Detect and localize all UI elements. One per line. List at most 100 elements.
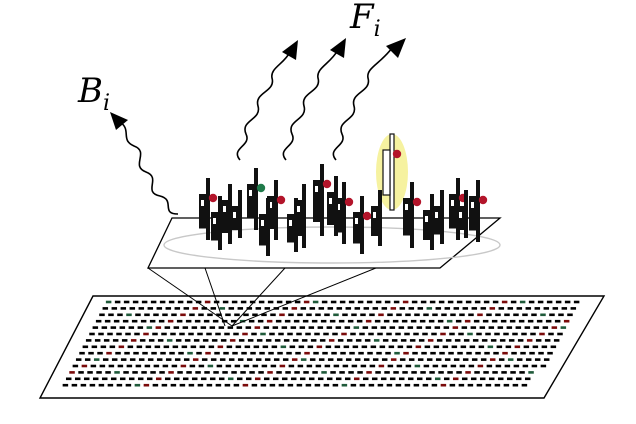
probe-3 — [247, 168, 266, 230]
background-label-main: B — [77, 71, 103, 111]
probe-notch — [261, 220, 264, 226]
red-target-dot — [478, 195, 488, 205]
probe-stalk — [266, 198, 270, 256]
probe-cluster — [199, 133, 488, 256]
probe-notch — [451, 200, 454, 206]
probe-stalk — [238, 190, 242, 238]
probe-body — [221, 200, 228, 233]
probe-notch — [249, 190, 252, 196]
probe-body — [449, 194, 456, 229]
fluorescence-wave-arrow-3 — [332, 47, 393, 161]
probe-body — [211, 212, 218, 241]
probe-stalk — [254, 168, 258, 230]
probe-stalk — [464, 190, 468, 238]
fluorescence-label-main: F — [349, 0, 375, 37]
probe-body — [382, 149, 391, 196]
probe-14 — [211, 196, 222, 250]
probe-stalk — [274, 180, 278, 240]
fluorescence-wave-arrow-1 — [236, 51, 291, 161]
red-target-dot — [322, 179, 332, 189]
probe-notch — [329, 198, 332, 204]
probe-body — [433, 206, 440, 235]
red-target-dot — [392, 149, 402, 159]
probe-notch — [337, 204, 340, 210]
probe-stalk — [378, 190, 382, 246]
probe-stalk — [334, 176, 338, 236]
probe-stalk — [302, 184, 306, 248]
fluorescence-label: Fi — [349, 0, 381, 42]
probe-notch — [315, 186, 318, 192]
spot-grid — [62, 300, 580, 387]
probe-9 — [382, 133, 402, 211]
probe-body — [247, 184, 254, 219]
probe-notch — [435, 212, 438, 218]
probe-1 — [199, 178, 218, 240]
probe-body — [469, 196, 476, 231]
probe-stalk — [206, 178, 210, 240]
probe-notch — [471, 202, 474, 208]
arrow-heads — [110, 38, 406, 130]
probe-stalk — [410, 182, 414, 248]
probe-body — [403, 198, 410, 236]
probe-18 — [327, 176, 338, 236]
probe-body — [295, 200, 302, 236]
zoom-line-left — [147, 267, 233, 327]
probe-13 — [469, 180, 488, 242]
probe-body — [313, 180, 320, 222]
plate-ellipse — [163, 226, 501, 264]
probe-stalk — [430, 194, 434, 250]
probe-stalk — [218, 196, 222, 250]
probe-20 — [433, 190, 444, 244]
probe-16 — [259, 198, 270, 256]
probe-stalk — [360, 196, 364, 254]
red-target-dot — [362, 211, 372, 221]
probe-notch — [269, 202, 272, 208]
probe-notch — [355, 218, 358, 224]
emission-arrows — [119, 47, 393, 215]
probe-7 — [335, 182, 354, 244]
probe-body — [335, 198, 342, 233]
probe-17 — [295, 184, 306, 248]
probe-body — [287, 214, 294, 243]
red-target-dot — [208, 193, 218, 203]
probe-15 — [231, 190, 242, 238]
probe-2 — [221, 184, 232, 244]
probe-19 — [371, 190, 382, 246]
green-target-dot — [256, 183, 266, 193]
probe-notch — [213, 218, 216, 224]
probe-body — [327, 192, 334, 225]
probe-6 — [313, 164, 332, 236]
zoom-line-mid2 — [231, 267, 286, 327]
probe-notch — [425, 216, 428, 222]
probe-10 — [403, 182, 422, 248]
red-target-dot — [344, 197, 354, 207]
fluorescence-arrow-head-1 — [282, 40, 298, 60]
probe-body — [353, 212, 360, 244]
background-label-sub: i — [103, 91, 110, 116]
probe-21 — [457, 190, 468, 238]
fluorescence-wave-arrow-2 — [282, 49, 339, 161]
probe-notch — [405, 204, 408, 210]
background-label: Bi — [77, 71, 110, 116]
probe-4 — [267, 180, 286, 240]
probe-notch — [289, 220, 292, 226]
microarray-slide — [38, 295, 606, 399]
fluorescence-label-sub: i — [374, 17, 381, 42]
probe-notch — [201, 200, 204, 206]
probe-stalk — [228, 184, 232, 244]
probe-body — [371, 206, 378, 236]
probe-notch — [373, 212, 376, 218]
background-wave-arrow — [119, 121, 179, 215]
probe-body — [259, 214, 266, 246]
background-arrow-head — [110, 112, 128, 130]
probe-notch — [297, 206, 300, 212]
probe-stalk — [476, 180, 480, 242]
red-target-dot — [276, 195, 286, 205]
probe-body — [423, 210, 430, 240]
fluorescence-arrow-head-2 — [330, 38, 346, 58]
probe-stalk — [342, 182, 346, 244]
zoom-line-mid1 — [204, 267, 226, 327]
probe-notch — [459, 212, 462, 218]
probe-stalk — [389, 133, 395, 211]
